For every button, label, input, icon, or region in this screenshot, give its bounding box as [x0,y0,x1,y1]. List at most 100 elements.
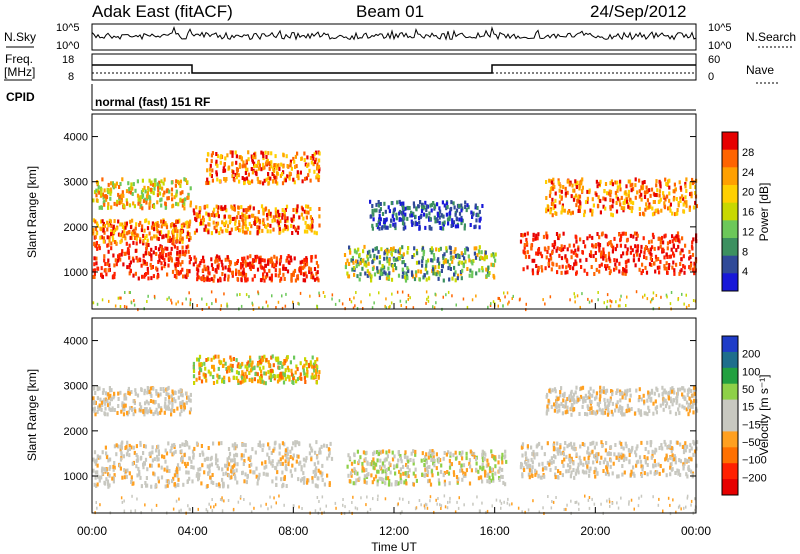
echo-cell [147,220,150,225]
echo-cell [461,268,464,273]
colorbar-segment [722,273,738,292]
echo-cell [257,475,260,480]
echo-cell [481,462,484,467]
echo-cell [381,461,385,466]
echo-cell [245,168,248,172]
echo-cell [328,450,331,455]
echo-cell [677,201,680,205]
echo-cell [113,461,116,465]
echo-cell [422,252,425,257]
echo-cell [150,236,154,241]
echo-cell [269,176,272,181]
echo-cell [453,472,456,477]
echo-cell [377,200,380,204]
echo-cell [609,451,612,456]
echo-cell [663,255,666,260]
echo-cell [249,469,252,474]
echo-cell [212,364,215,369]
echo-cell [589,386,592,391]
echo-cell [94,219,97,224]
echo-cell [200,379,204,384]
echo-cell [302,260,306,265]
echo-cell [281,461,284,466]
echo-cell [263,178,266,183]
echo-cell [615,194,618,199]
echo-cell [219,226,222,231]
echo-cell [593,454,596,459]
echo-cell [221,467,224,472]
echo-cell [407,246,410,250]
echo-cell [268,268,271,273]
echo-cell [354,471,357,476]
echo-cell [200,218,203,223]
echo-cell [666,241,670,246]
echo-cell [113,240,116,244]
echo-cell [685,293,687,297]
echo-cell [470,468,473,473]
echo-cell [683,302,685,306]
echo-cell [669,410,672,415]
echo-cell [534,472,537,477]
echo-cell [133,450,136,455]
echo-cell [275,166,278,171]
echo-cell [172,451,175,456]
echo-cell [181,393,184,398]
echo-cell [133,303,136,307]
echo-cell [145,200,148,205]
echo-cell [508,300,510,304]
echo-cell [412,458,415,463]
echo-cell [378,209,381,214]
echo-cell [371,260,374,265]
echo-cell [589,250,593,255]
echo-cell [228,455,231,460]
echo-cell [303,363,306,368]
echo-cell [551,197,554,202]
echo-cell [573,475,576,480]
echo-cell [392,211,395,216]
echo-cell [309,362,312,367]
echo-cell [644,293,646,297]
echo-cell [609,299,611,303]
echo-cell [242,218,245,223]
echo-cell [231,443,234,448]
echo-cell [440,213,443,218]
echo-cell [117,404,120,408]
echo-cell [110,232,113,237]
echo-cell [676,231,680,236]
echo-cell [565,399,568,404]
echo-cell [292,214,295,219]
echo-cell [445,452,448,457]
echo-cell [310,275,313,280]
echo-cell [183,443,186,447]
echo-cell [365,263,368,268]
echo-cell [185,440,188,445]
echo-cell [621,231,624,236]
echo-cell [149,391,152,396]
echo-cell [674,471,677,475]
echo-cell [501,460,504,465]
echo-cell [609,193,612,198]
echo-cell [185,464,188,469]
echo-cell [487,462,490,467]
echo-cell [95,244,98,249]
echo-cell [251,159,254,164]
echo-cell [199,363,202,367]
echo-cell [355,478,358,483]
echo-cell [656,388,659,393]
echo-cell [96,396,99,401]
colorbar-tick-label: 4 [742,266,748,278]
echo-cell [605,258,608,263]
echo-cell [151,265,154,269]
echo-cell [282,164,285,169]
echo-cell [142,238,145,243]
echo-cell [274,154,277,159]
echo-cell [684,457,687,462]
echo-cell [445,201,449,206]
echo-cell [605,441,608,445]
echo-cell [231,174,234,179]
echo-cell [560,189,563,194]
echo-cell [574,234,577,239]
echo-cell [481,452,484,457]
echo-cell [173,443,176,447]
echo-cell [602,204,605,209]
